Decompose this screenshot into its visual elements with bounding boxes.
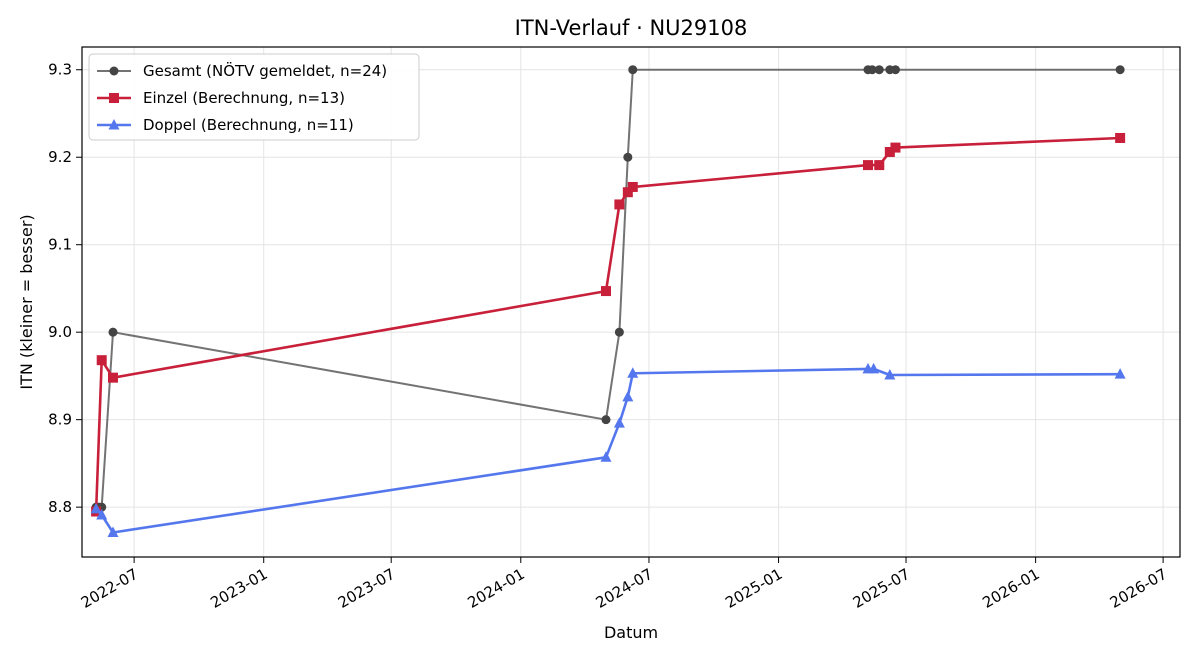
series-line-doppel bbox=[95, 367, 1121, 534]
data-point-gesamt bbox=[867, 65, 877, 75]
data-point-einzel bbox=[600, 286, 611, 297]
y-tick-label: 9.1 bbox=[48, 236, 72, 254]
legend-label: Doppel (Berechnung, n=11) bbox=[143, 116, 354, 134]
data-point-einzel bbox=[884, 146, 895, 157]
data-point-doppel bbox=[600, 451, 612, 462]
data-point-einzel bbox=[622, 187, 633, 198]
legend-marker bbox=[108, 119, 120, 130]
data-point-gesamt bbox=[601, 415, 611, 425]
legend-label: Einzel (Berechnung, n=13) bbox=[143, 89, 345, 107]
series-einzel bbox=[91, 132, 1126, 517]
data-point-doppel bbox=[613, 417, 625, 428]
data-point-einzel bbox=[862, 160, 873, 171]
x-tick-label: 2024-01 bbox=[464, 565, 527, 612]
data-point-gesamt bbox=[108, 327, 118, 337]
data-point-einzel bbox=[614, 199, 625, 210]
y-axis: 8.8 8.9 9.0 9.1 9.2 9.3 bbox=[48, 61, 82, 516]
legend-item-doppel: Doppel (Berechnung, n=11) bbox=[97, 116, 354, 134]
data-point-doppel bbox=[96, 509, 108, 520]
legend-box bbox=[88, 53, 420, 141]
y-axis-label: ITN (kleiner = besser) bbox=[17, 214, 36, 389]
data-point-doppel bbox=[627, 367, 639, 378]
data-point-doppel bbox=[622, 390, 634, 402]
x-tick-label: 2025-01 bbox=[722, 565, 785, 612]
x-tick-label: 2026-07 bbox=[1107, 565, 1170, 612]
chart-title: ITN-Verlauf · NU29108 bbox=[515, 16, 748, 40]
data-point-doppel bbox=[884, 369, 896, 380]
data-point-einzel bbox=[107, 372, 118, 383]
data-point-gesamt bbox=[874, 65, 884, 75]
legend: Gesamt (NÖTV gemeldet, n=24) Einzel (Bere… bbox=[88, 53, 420, 141]
data-point-gesamt bbox=[614, 327, 624, 337]
y-tick-label: 9.3 bbox=[48, 61, 72, 79]
x-tick-label: 2022-07 bbox=[78, 565, 141, 612]
y-tick-label: 9.0 bbox=[48, 323, 72, 341]
legend-item-einzel: Einzel (Berechnung, n=13) bbox=[97, 89, 345, 107]
legend-item-gesamt: Gesamt (NÖTV gemeldet, n=24) bbox=[97, 61, 387, 80]
x-tick-label: 2026-01 bbox=[979, 565, 1042, 612]
y-tick-label: 9.2 bbox=[48, 148, 72, 166]
data-point-gesamt bbox=[1115, 65, 1125, 75]
data-point-einzel bbox=[890, 142, 901, 153]
legend-marker bbox=[109, 93, 119, 103]
data-point-doppel bbox=[1114, 368, 1126, 379]
y-tick-label: 8.9 bbox=[48, 411, 72, 429]
x-axis-label: Datum bbox=[604, 623, 658, 642]
data-point-einzel bbox=[96, 355, 107, 366]
data-point-doppel bbox=[90, 502, 102, 514]
data-point-gesamt bbox=[623, 152, 633, 162]
data-point-gesamt bbox=[628, 65, 638, 75]
x-tick-label: 2023-01 bbox=[207, 565, 270, 612]
x-tick-label: 2023-07 bbox=[335, 565, 398, 612]
y-tick-label: 8.8 bbox=[48, 498, 72, 516]
legend-marker bbox=[109, 66, 119, 76]
data-point-einzel bbox=[1115, 132, 1126, 143]
data-point-einzel bbox=[874, 160, 885, 171]
data-point-gesamt bbox=[890, 65, 900, 75]
x-tick-label: 2024-07 bbox=[593, 565, 656, 612]
x-tick-label: 2025-07 bbox=[850, 565, 913, 612]
series-layer bbox=[90, 65, 1126, 538]
series-doppel bbox=[90, 362, 1126, 538]
data-point-doppel bbox=[868, 362, 880, 374]
data-point-einzel bbox=[627, 181, 638, 192]
x-axis: 2022-07 2023-01 2023-07 2024-01 2024-07 2025-… bbox=[78, 557, 1170, 612]
plot-area bbox=[81, 46, 1181, 558]
legend-label: Gesamt (NÖTV gemeldet, n=24) bbox=[143, 61, 387, 80]
data-point-doppel bbox=[107, 526, 119, 538]
